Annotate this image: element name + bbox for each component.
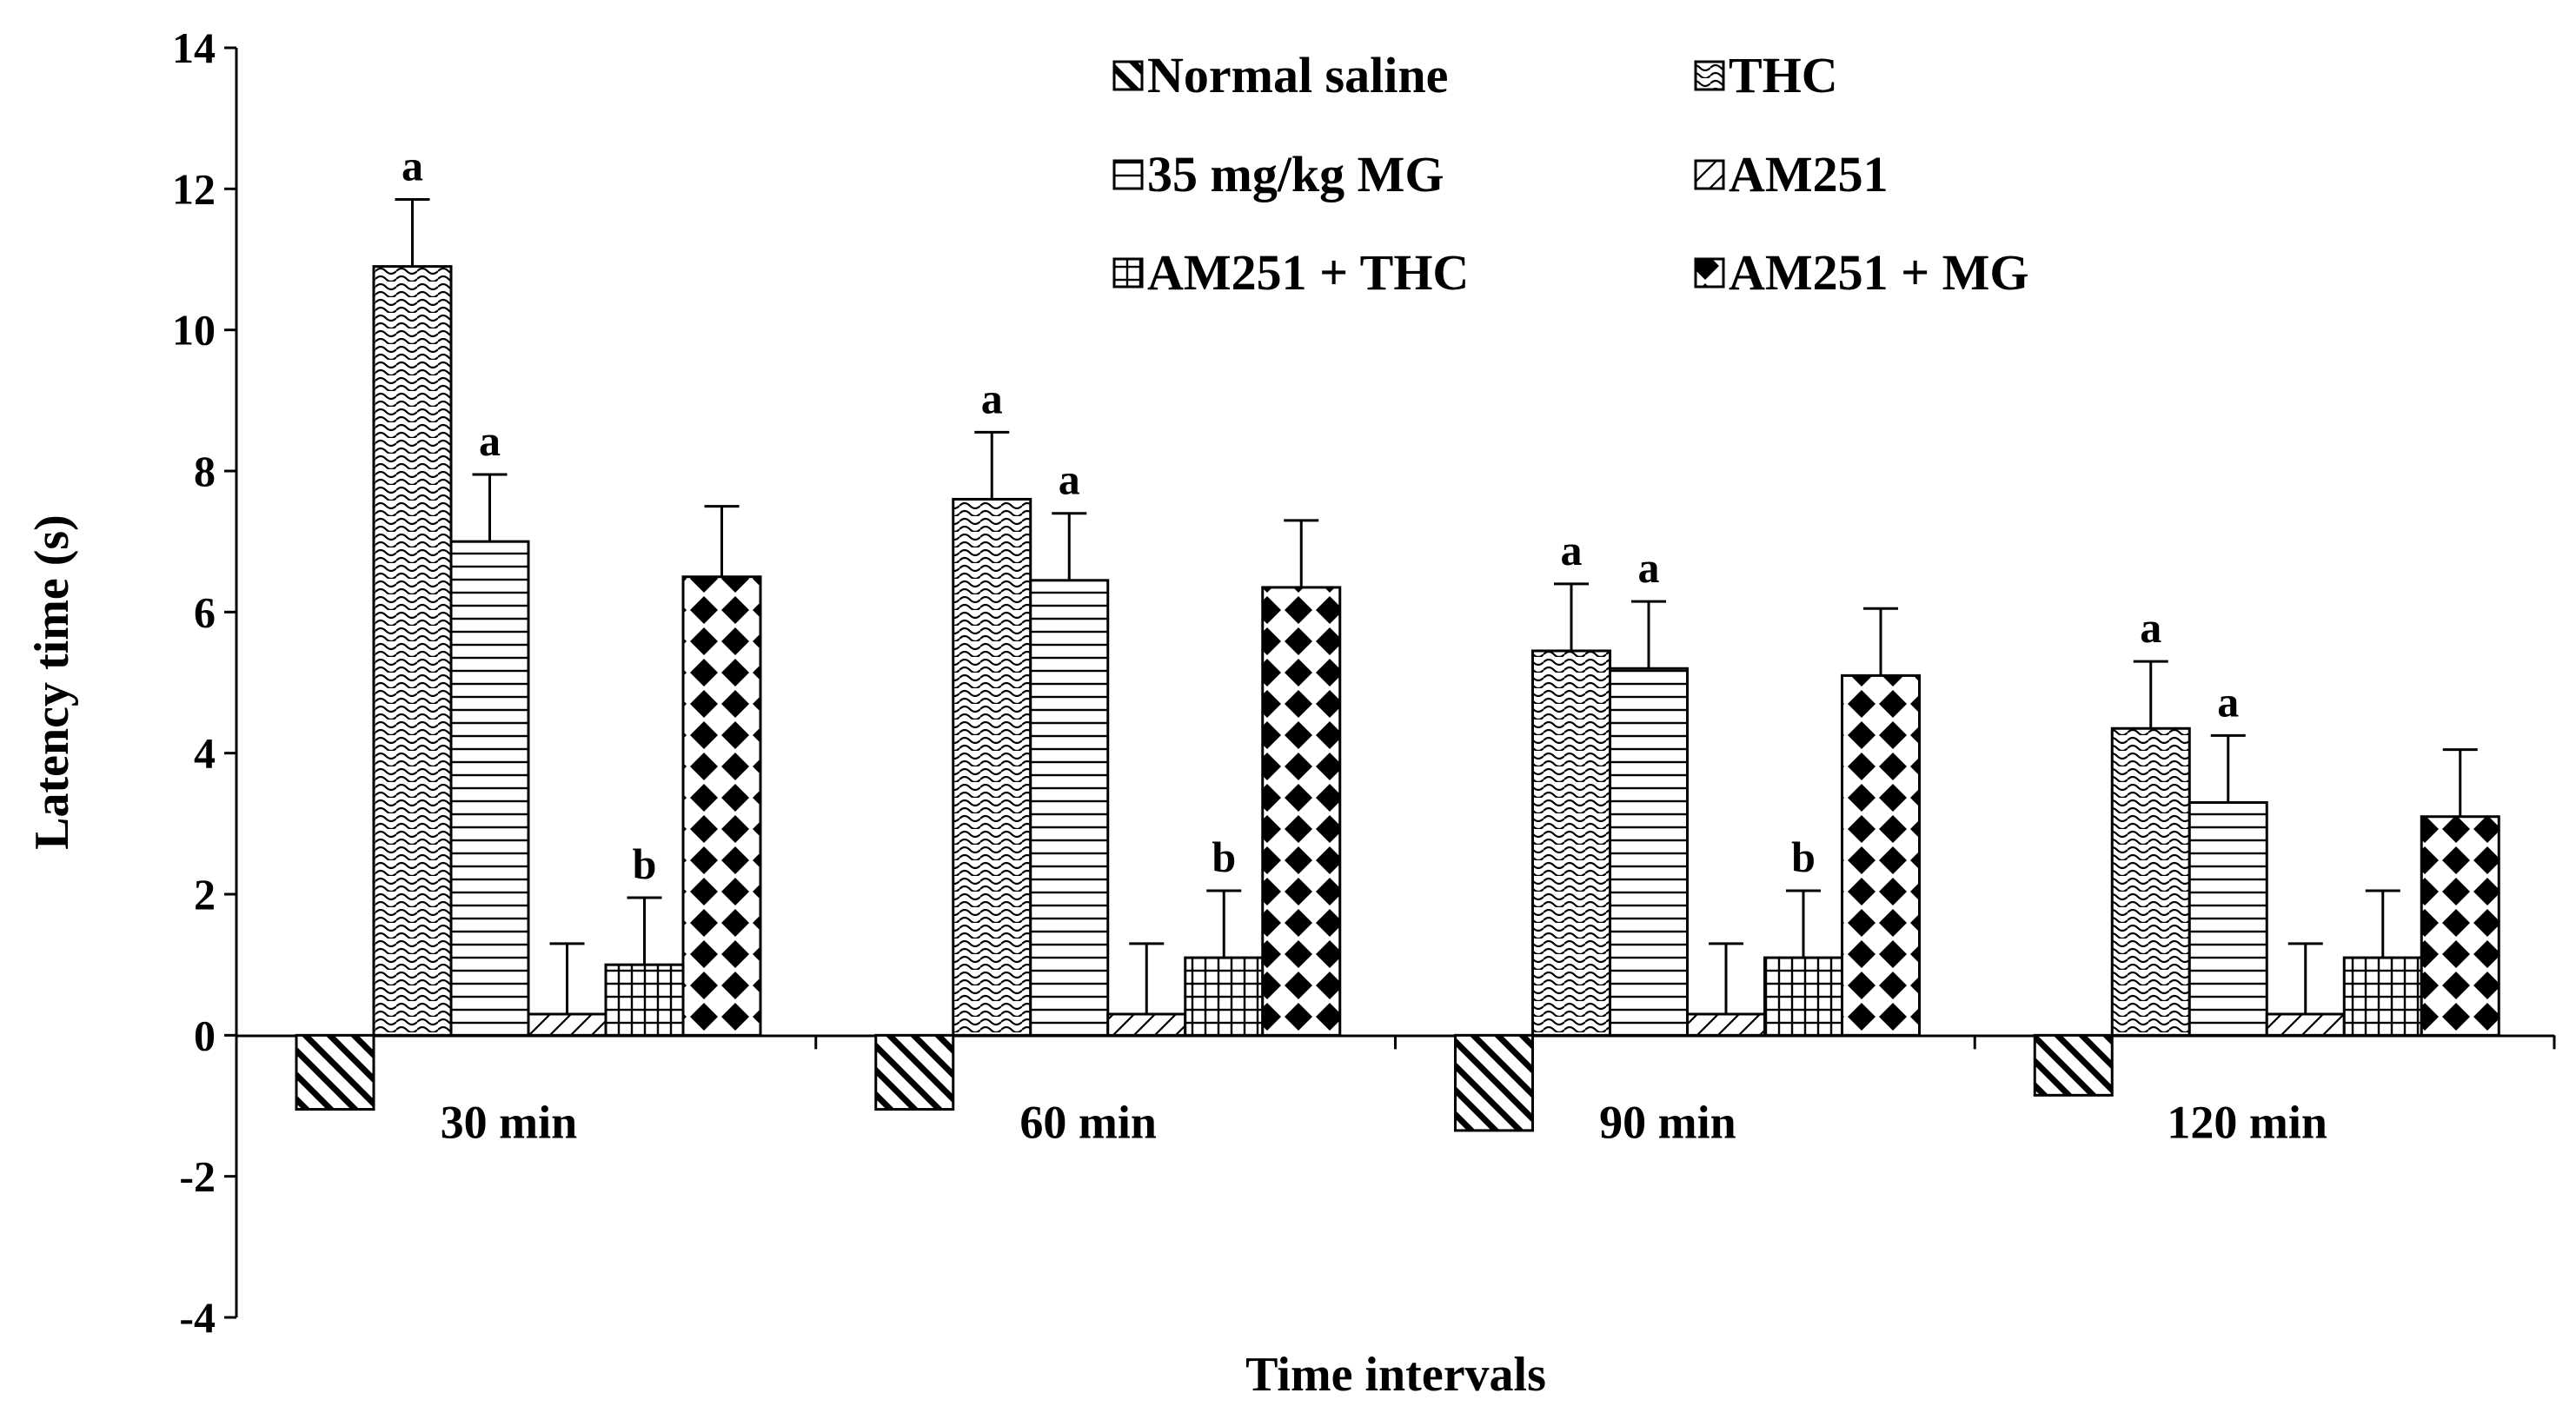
y-tick-label: -4 — [179, 1293, 216, 1342]
y-tick-label: 0 — [194, 1011, 216, 1059]
bar-normal-saline-60-min — [874, 1033, 955, 1111]
legend-swatch-normal-saline — [1112, 60, 1144, 91]
legend-label-am251: AM251 — [1729, 146, 1889, 202]
bar-thc-60-min — [952, 497, 1032, 1037]
bar-am251-mg-30-min — [681, 575, 762, 1037]
bars: a a b a a b a a b a a — [295, 142, 2500, 1132]
legend-swatch-35-mg-kg-mg — [1112, 159, 1144, 190]
category-separators — [235, 1035, 2556, 1050]
bar-am251-mg-60-min — [1261, 586, 1342, 1037]
bar-thc-30-min — [372, 265, 453, 1037]
bar-am251-30-min — [527, 1012, 607, 1037]
significance-label: a — [2140, 603, 2161, 652]
bar-normal-saline-30-min — [295, 1033, 375, 1111]
x-tick-label: 90 min — [1599, 1096, 1736, 1148]
significance-label: a — [2217, 677, 2239, 726]
bar-am251-thc-60-min — [1184, 956, 1265, 1037]
y-ticks: -4 -2 0 2 4 6 8 10 12 14 — [172, 23, 236, 1342]
significance-label: a — [479, 416, 501, 465]
x-tick-label: 30 min — [441, 1096, 578, 1148]
legend-label-35-mg-kg-mg: 35 mg/kg MG — [1147, 146, 1444, 202]
y-tick-label: 12 — [172, 164, 216, 213]
bar-35-mg-kg-mg-30-min — [449, 540, 530, 1037]
significance-label: a — [1561, 526, 1583, 574]
legend: Normal saline THC 35 mg/kg MG AM251 AM251 + … — [1112, 47, 2029, 301]
significance-label: b — [1791, 833, 1816, 881]
y-tick-label: 8 — [194, 447, 216, 495]
bar-am251-thc-120-min — [2342, 956, 2423, 1037]
bar-normal-saline-120-min — [2033, 1033, 2114, 1097]
x-tick-label: 120 min — [2167, 1096, 2327, 1148]
legend-label-am251-thc: AM251 + THC — [1147, 244, 1469, 301]
bar-am251-90-min — [1686, 1012, 1766, 1037]
significance-label: b — [633, 839, 657, 888]
bar-am251-60-min — [1106, 1012, 1187, 1037]
significance-label: a — [1059, 455, 1080, 504]
y-tick-label: -2 — [179, 1152, 216, 1201]
x-tick-label: 60 min — [1019, 1096, 1157, 1148]
bar-thc-120-min — [2110, 726, 2191, 1037]
significance-label: a — [402, 142, 423, 190]
legend-swatch-am251-thc — [1112, 257, 1144, 289]
legend-swatch-thc — [1694, 60, 1725, 91]
bar-am251-mg-120-min — [2420, 815, 2500, 1037]
legend-swatch-am251 — [1694, 159, 1725, 190]
bar-am251-thc-90-min — [1763, 956, 1843, 1037]
x-axis-title: Time intervals — [1245, 1348, 1546, 1402]
bar-normal-saline-90-min — [1454, 1033, 1534, 1132]
bar-35-mg-kg-mg-60-min — [1029, 579, 1110, 1037]
bar-35-mg-kg-mg-120-min — [2188, 800, 2268, 1037]
legend-label-normal-saline: Normal saline — [1147, 47, 1448, 103]
bar-thc-90-min — [1531, 649, 1611, 1037]
significance-label: a — [1638, 543, 1660, 592]
y-axis-title: Latency time (s) — [25, 514, 79, 850]
significance-label: a — [981, 374, 1003, 422]
y-tick-label: 2 — [194, 870, 216, 919]
significance-label: b — [1212, 833, 1236, 881]
legend-label-am251-mg: AM251 + MG — [1729, 244, 2029, 301]
bar-am251-thc-30-min — [604, 963, 685, 1037]
y-tick-label: 14 — [172, 23, 216, 72]
y-tick-label: 4 — [194, 729, 216, 778]
legend-label-thc: THC — [1729, 47, 1838, 103]
bar-am251-120-min — [2265, 1012, 2346, 1037]
legend-swatch-am251-mg — [1694, 257, 1725, 289]
bar-35-mg-kg-mg-90-min — [1609, 667, 1689, 1037]
bar-am251-mg-90-min — [1841, 673, 1921, 1037]
y-tick-label: 10 — [172, 306, 216, 355]
y-tick-label: 6 — [194, 587, 216, 636]
category-labels: 30 min 60 min 90 min 120 min — [441, 1096, 2327, 1148]
